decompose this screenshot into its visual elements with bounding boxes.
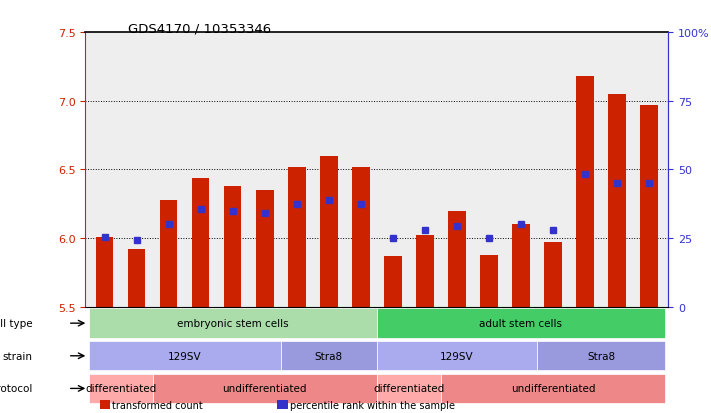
- Bar: [224, 187, 242, 307]
- FancyBboxPatch shape: [377, 374, 441, 403]
- Text: strain: strain: [3, 351, 33, 361]
- Bar: [128, 249, 145, 307]
- Text: GDS4170 / 10353346: GDS4170 / 10353346: [128, 23, 271, 36]
- Text: transformed count: transformed count: [112, 400, 203, 410]
- Text: undifferentiated: undifferentiated: [510, 384, 595, 394]
- Bar: [288, 167, 306, 307]
- Bar: [192, 178, 210, 307]
- Bar: [416, 236, 434, 307]
- Text: Stra8: Stra8: [587, 351, 615, 361]
- Bar: [384, 256, 402, 307]
- Text: percentile rank within the sample: percentile rank within the sample: [290, 400, 455, 410]
- FancyBboxPatch shape: [441, 374, 665, 403]
- FancyBboxPatch shape: [89, 341, 281, 370]
- Bar: [480, 255, 498, 307]
- FancyBboxPatch shape: [89, 309, 377, 338]
- Bar: [544, 243, 562, 307]
- FancyBboxPatch shape: [153, 374, 377, 403]
- Text: 129SV: 129SV: [440, 351, 474, 361]
- Bar: [609, 95, 626, 307]
- Text: embryonic stem cells: embryonic stem cells: [177, 318, 289, 328]
- Text: differentiated: differentiated: [85, 384, 156, 394]
- Text: 129SV: 129SV: [168, 351, 201, 361]
- Text: cell type: cell type: [0, 318, 33, 328]
- Bar: [448, 211, 466, 307]
- FancyBboxPatch shape: [537, 341, 665, 370]
- FancyBboxPatch shape: [89, 374, 153, 403]
- FancyBboxPatch shape: [377, 341, 537, 370]
- Text: undifferentiated: undifferentiated: [223, 384, 307, 394]
- FancyBboxPatch shape: [281, 341, 377, 370]
- Bar: [641, 106, 658, 307]
- Bar: [576, 77, 594, 307]
- Bar: [96, 237, 113, 307]
- FancyBboxPatch shape: [377, 309, 665, 338]
- Text: Stra8: Stra8: [315, 351, 343, 361]
- Text: differentiated: differentiated: [373, 384, 444, 394]
- Text: growth protocol: growth protocol: [0, 384, 33, 394]
- Bar: [512, 225, 530, 307]
- Text: adult stem cells: adult stem cells: [479, 318, 562, 328]
- Bar: [320, 157, 338, 307]
- Bar: [160, 200, 178, 307]
- Bar: [352, 167, 370, 307]
- Bar: [256, 191, 274, 307]
